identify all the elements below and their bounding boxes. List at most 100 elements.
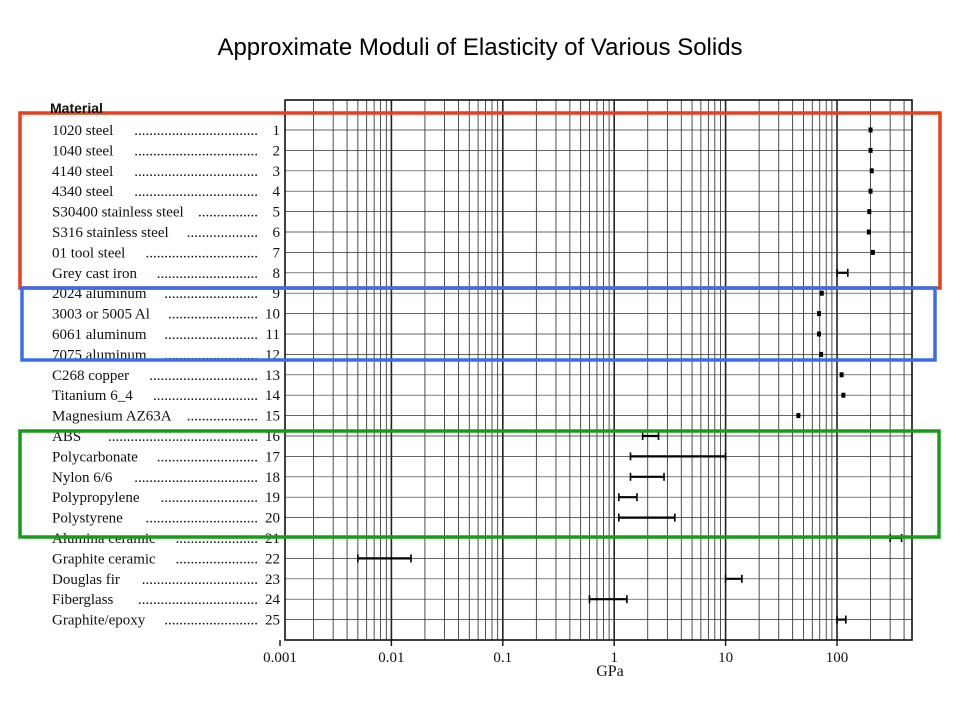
row-number: 9 xyxy=(273,286,281,302)
leader-dots: ......................... xyxy=(164,286,258,302)
x-tick-label: 0.01 xyxy=(378,650,404,666)
material-label: 1040 steel xyxy=(52,143,113,159)
point-marker xyxy=(869,168,874,174)
material-label: Polypropylene xyxy=(52,490,140,506)
leader-dots: .............................. xyxy=(146,511,259,527)
row-number: 11 xyxy=(266,327,280,343)
point-marker xyxy=(841,392,846,398)
leader-dots: ........................ xyxy=(168,307,258,323)
highlight-box-polymers xyxy=(18,429,941,539)
point-marker xyxy=(819,290,824,296)
leader-dots: ......................... xyxy=(164,613,258,629)
slide-title: Approximate Moduli of Elasticity of Vari… xyxy=(217,34,743,61)
leader-dots: ................................ xyxy=(138,592,258,608)
leader-dots: ................... xyxy=(187,225,258,241)
x-tick-label: 1 xyxy=(610,650,618,666)
material-label: Fiberglass xyxy=(52,592,114,608)
range-mark xyxy=(819,290,824,296)
range-mark xyxy=(819,351,824,357)
material-label: Douglas fir xyxy=(52,572,120,588)
material-label: Graphite/epoxy xyxy=(52,613,146,629)
range-mark xyxy=(588,595,628,604)
range-mark xyxy=(841,392,846,398)
row-number: 23 xyxy=(265,572,280,588)
row-number: 2 xyxy=(273,143,281,159)
leader-dots: ...................... xyxy=(176,531,259,547)
leader-dots: ........................................ xyxy=(108,429,258,445)
material-label: 4140 steel xyxy=(52,164,113,180)
row-number: 7 xyxy=(273,245,281,261)
leader-dots: ...................... xyxy=(176,551,259,567)
leader-dots: ............................. xyxy=(149,368,258,384)
x-tick-label: 0.1 xyxy=(493,650,512,666)
leader-dots: ................................. xyxy=(134,470,258,486)
material-label: C268 copper xyxy=(52,368,129,384)
range-mark xyxy=(866,229,871,235)
range-mark xyxy=(868,188,873,194)
leader-dots: ............................... xyxy=(142,572,258,588)
range-mark xyxy=(724,574,743,583)
material-label: Titanium 6_4 xyxy=(52,388,133,404)
column-header: Material xyxy=(50,100,103,116)
highlight-box-aluminums xyxy=(20,286,937,362)
row-number: 20 xyxy=(265,511,280,527)
point-marker xyxy=(867,209,872,215)
leader-dots: ................................. xyxy=(134,143,258,159)
row-number: 21 xyxy=(265,531,280,547)
row-number: 19 xyxy=(265,490,280,506)
range-mark xyxy=(868,127,873,133)
plot-border xyxy=(284,99,913,641)
material-label: Grey cast iron xyxy=(52,266,137,282)
leader-dots: ................... xyxy=(187,409,258,425)
leader-dots: ........................... xyxy=(157,449,258,465)
range-mark xyxy=(796,413,801,419)
range-mark xyxy=(836,268,849,277)
row-number: 5 xyxy=(273,205,281,221)
material-label: S316 stainless steel xyxy=(52,225,169,241)
range-mark xyxy=(869,168,874,174)
range-mark xyxy=(618,513,676,522)
row-number: 24 xyxy=(265,592,281,608)
range-mark xyxy=(839,372,844,378)
material-label: S30400 stainless steel xyxy=(52,205,184,221)
range-mark xyxy=(817,331,822,337)
material-label: 6061 aluminum xyxy=(52,327,147,343)
material-label: 1020 steel xyxy=(52,123,113,139)
leader-dots: ........................... xyxy=(157,266,258,282)
point-marker xyxy=(866,229,871,235)
leader-dots: ................ xyxy=(198,205,258,221)
range-mark xyxy=(817,311,822,317)
range-mark xyxy=(629,452,727,461)
material-label: Polycarbonate xyxy=(52,449,138,465)
point-marker xyxy=(868,188,873,194)
material-label: Alumina ceramic xyxy=(52,531,156,547)
material-label: 01 tool steel xyxy=(52,245,125,261)
point-marker xyxy=(868,147,873,153)
range-mark xyxy=(870,249,875,255)
point-marker xyxy=(796,413,801,419)
x-tick-label: 0.001 xyxy=(263,650,297,666)
row-number: 6 xyxy=(273,225,281,241)
plot-frame xyxy=(284,99,913,641)
range-mark xyxy=(641,432,660,440)
range-mark xyxy=(357,554,412,563)
point-marker xyxy=(868,127,873,133)
material-label: Polystyrene xyxy=(52,511,123,527)
row-number: 13 xyxy=(265,368,280,384)
point-marker xyxy=(870,249,875,255)
material-label: 3003 or 5005 Al xyxy=(52,307,150,323)
leader-dots: .............................. xyxy=(146,245,259,261)
material-label: 2024 aluminum xyxy=(52,286,147,302)
row-number: 14 xyxy=(265,388,281,404)
leader-dots: ................................. xyxy=(134,184,258,200)
highlight-boxes xyxy=(18,111,942,539)
x-axis-label: GPa xyxy=(596,663,624,680)
leader-dots: ................................. xyxy=(134,123,258,139)
row-number: 16 xyxy=(265,429,281,445)
row-number: 1 xyxy=(273,123,281,139)
range-mark xyxy=(629,472,665,481)
range-mark xyxy=(867,209,872,215)
row-number: 8 xyxy=(273,266,281,282)
material-labels: 1020 steel..............................… xyxy=(52,123,281,629)
point-marker xyxy=(819,351,824,357)
